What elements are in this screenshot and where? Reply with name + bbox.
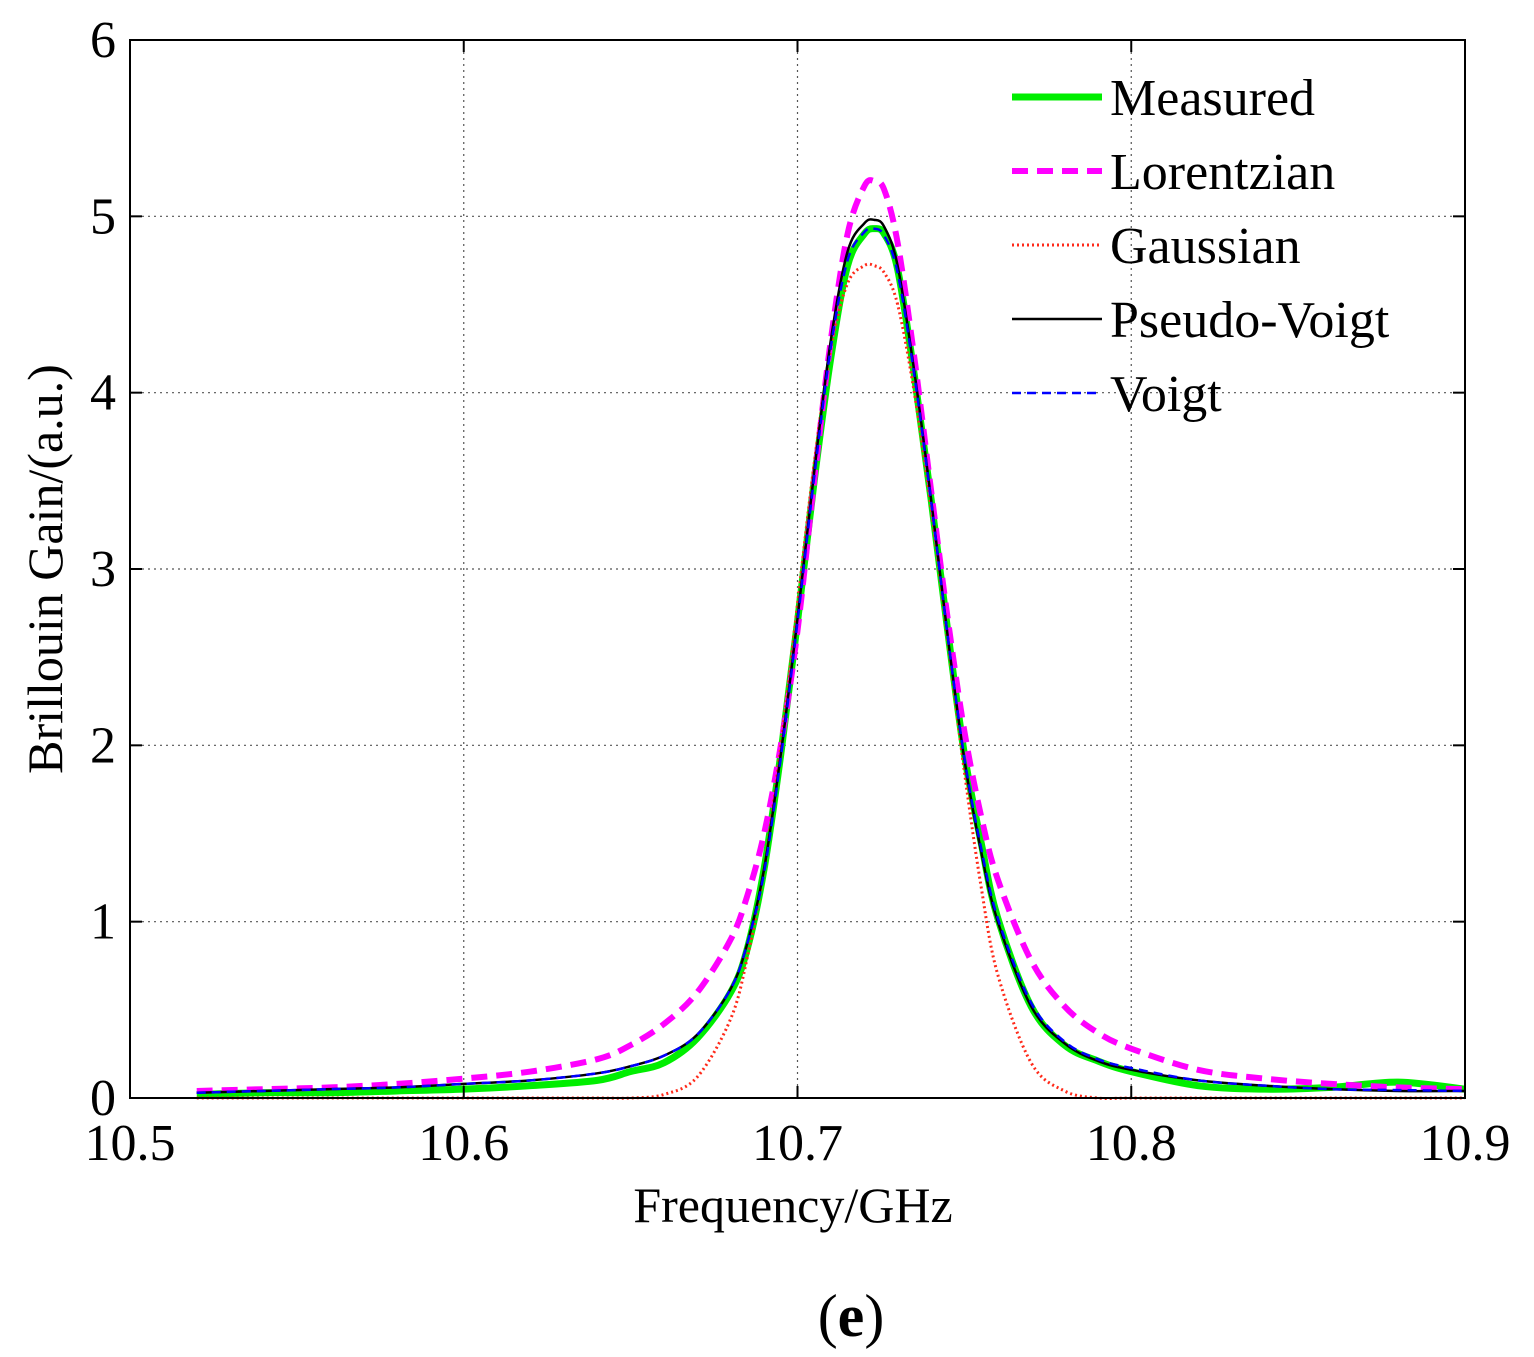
y-tick-label: 0 xyxy=(90,1070,116,1127)
legend-label-gaussian: Gaussian xyxy=(1110,218,1301,275)
x-tick-label: 10.8 xyxy=(1086,1115,1177,1172)
panel-label: (e) xyxy=(818,1283,885,1349)
x-tick-label: 10.6 xyxy=(418,1115,509,1172)
series-line-lorentzian xyxy=(196,177,1466,1094)
x-axis-label: Frequency/GHz xyxy=(633,1177,952,1233)
y-tick-labels: 0 1 2 3 4 5 6 xyxy=(90,12,116,1127)
y-tick-label: 4 xyxy=(90,365,116,422)
series-line-voigt xyxy=(196,226,1466,1094)
legend-label-voigt: Voigt xyxy=(1110,366,1222,423)
series-line-gaussian xyxy=(196,262,1465,1101)
legend-label-measured: Measured xyxy=(1110,70,1315,127)
legend: Measured Lorentzian Gaussian Pseudo-Voigt Vo… xyxy=(1012,70,1390,423)
y-tick-label: 6 xyxy=(90,12,116,69)
y-tick-label: 3 xyxy=(90,541,116,598)
y-axis-label: Brillouin Gain/(a.u.) xyxy=(17,364,73,774)
x-tick-label: 10.7 xyxy=(752,1115,843,1172)
axis-ticks xyxy=(129,39,1466,1099)
series-layer xyxy=(196,177,1466,1101)
legend-label-pseudo-voigt: Pseudo-Voigt xyxy=(1110,292,1390,349)
x-tick-labels: 10.5 10.6 10.7 10.8 10.9 xyxy=(85,1115,1511,1172)
panel-label-letter: e xyxy=(838,1283,865,1349)
legend-label-lorentzian: Lorentzian xyxy=(1110,144,1335,201)
y-tick-label: 5 xyxy=(90,188,116,245)
grid-lines xyxy=(130,40,1465,1098)
x-tick-label: 10.9 xyxy=(1420,1115,1511,1172)
y-tick-label: 2 xyxy=(90,717,116,774)
x-tick-label: 10.5 xyxy=(85,1115,176,1172)
y-tick-label: 1 xyxy=(90,894,116,951)
